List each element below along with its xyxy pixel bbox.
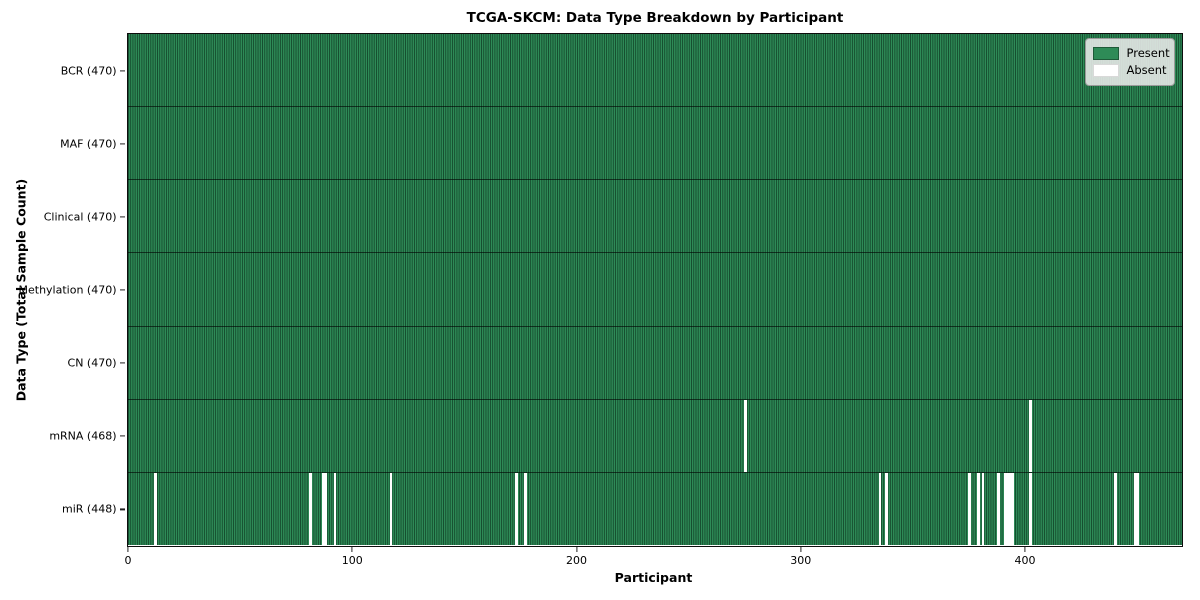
absent-cell [524,473,527,546]
absent-cell [333,473,337,546]
absent-cell [1114,473,1117,546]
y-tick-mark [120,362,125,364]
absent-cell [878,473,882,546]
x-tick-mark [800,546,802,552]
legend-absent-swatch [1092,63,1119,77]
plot-area: Present Absent [126,32,1183,547]
y-tick-label: CN (470) [67,356,117,370]
legend-present-swatch [1092,46,1119,60]
legend-absent-label: Absent [1126,63,1167,77]
absent-cell [324,473,328,546]
absent-cell [154,473,157,546]
absent-cell [1010,473,1014,546]
y-tick-mark [120,435,125,437]
absent-cell [885,473,889,546]
legend-entry-present: Present [1092,45,1170,62]
y-tick-mark [120,69,125,72]
x-tick-mark [1024,546,1026,552]
absent-cell [977,473,980,546]
absent-cell [1136,473,1140,546]
heatmap-row [127,325,1182,399]
absent-cell [1028,399,1032,473]
x-tick-mark [127,546,129,552]
plot-wrap: Present Absent BCR (470) MAF (470) Clinica… [19,32,1183,585]
x-tick-label: 400 [1014,553,1036,567]
heatmap-row [127,33,1182,106]
heatmap-row [127,105,1182,180]
x-tick-mark [351,546,353,552]
y-tick-mark [120,508,125,511]
x-tick-label: 0 [124,553,132,567]
absent-cell [1028,473,1032,546]
x-tick-label: 200 [566,553,587,567]
legend-present-label: Present [1126,46,1170,60]
y-tick-label: miR (448) [62,502,117,516]
chart-title: TCGA-SKCM: Data Type Breakdown by Partic… [466,10,844,26]
heatmap-row [127,252,1182,326]
x-tick-mark [575,546,578,552]
y-tick-label: Clinical (470) [43,210,117,224]
x-tick-label: 300 [790,553,812,567]
y-tick-label: BCR (470) [60,64,117,78]
y-tick-label: Methylation (470) [18,283,117,297]
heatmap-row [127,179,1182,253]
absent-cell [1008,473,1012,546]
heatmap-row [127,472,1182,546]
absent-cell [1006,473,1010,546]
x-axis-title: Participant [614,569,693,585]
legend-entry-absent: Absent [1092,62,1167,79]
absent-cell [515,473,518,546]
legend: Present Absent [1084,37,1175,86]
absent-cell [308,473,312,546]
absent-cell [1134,473,1137,546]
y-tick-mark [120,143,125,145]
absent-cell [322,473,326,546]
x-tick-label: 100 [341,553,363,567]
absent-cell [389,473,393,546]
y-tick-mark [120,216,125,218]
y-tick-label: MAF (470) [60,137,117,151]
absent-cell [981,473,985,546]
y-tick-label: mRNA (468) [49,429,117,443]
heatmap-row [127,398,1182,473]
y-tick-mark [120,289,125,291]
absent-cell [968,473,971,546]
absent-cell [1004,473,1007,546]
absent-cell [997,473,1001,546]
absent-cell [744,399,747,473]
